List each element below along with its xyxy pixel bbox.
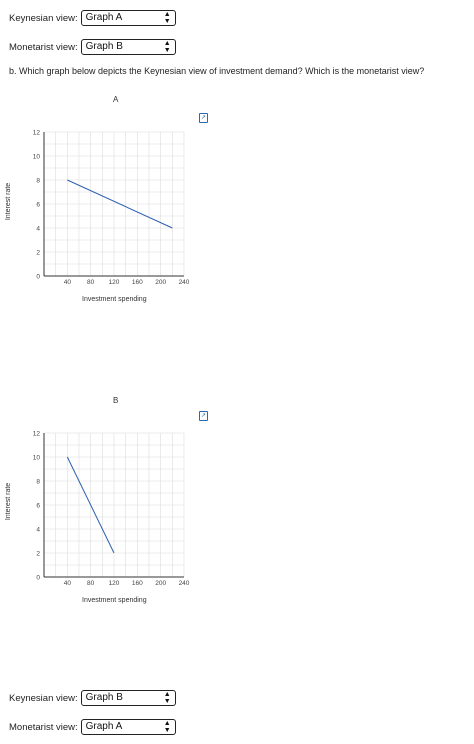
graph-b-y-tick-label: 6 <box>36 503 40 510</box>
graph-a-xlabel: Investment spending <box>82 296 147 303</box>
graph-b-y-tick-label: 8 <box>36 479 40 486</box>
graph-b-y-tick-label: 2 <box>36 551 40 558</box>
graph-a-x-tick-label: 200 <box>155 279 166 286</box>
graph-a-x-tick-label: 80 <box>87 279 95 286</box>
keynesian-label: Keynesian view: <box>9 692 78 704</box>
graph-a-title: A <box>113 95 119 104</box>
graph-b-xlabel: Investment spending <box>82 597 147 604</box>
expand-graph-icon[interactable]: ↗ <box>199 113 208 123</box>
monetarist-row-top: Monetarist view: Graph B ▲ ▼ <box>9 39 176 55</box>
graph-b-chart: 0 2 4 6 8 10 12 40 80 120 160 200 240 <box>33 431 190 588</box>
keynesian-select[interactable]: Graph A ▲ ▼ <box>80 10 176 26</box>
graph-a-x-tick-label: 40 <box>64 279 72 286</box>
graph-b-y-tick-label: 12 <box>33 431 41 438</box>
monetarist-select-value: Graph B <box>85 41 123 52</box>
graph-b-series-line <box>66 456 115 554</box>
graph-a-y-tick-label: 2 <box>36 250 40 257</box>
monetarist-select-value: Graph A <box>85 721 123 732</box>
graph-a-x-tick-label: 240 <box>179 279 190 286</box>
graph-a-x-tick-label: 120 <box>109 279 120 286</box>
select-arrows-icon: ▲ ▼ <box>163 11 171 25</box>
graph-a-ylabel: Interest rate <box>5 182 13 221</box>
graph-b-x-tick-label: 80 <box>87 580 95 587</box>
graph-a-y-tick-label: 4 <box>36 226 40 233</box>
select-arrows-icon: ▲ ▼ <box>163 720 171 734</box>
graph-b-y-tick-label: 10 <box>33 455 41 462</box>
graph-b-y-tick-label: 0 <box>36 575 40 582</box>
monetarist-row-bottom: Monetarist view: Graph A ▲ ▼ <box>9 719 176 735</box>
graph-b-ylabel: Interest rate <box>5 482 13 521</box>
keynesian-select-value: Graph B <box>85 692 123 703</box>
monetarist-label: Monetarist view: <box>9 41 78 53</box>
graph-a-x-tick-label: 160 <box>132 279 143 286</box>
graph-b-y-tick-label: 4 <box>36 527 40 534</box>
graph-b-x-tick-label: 40 <box>64 580 72 587</box>
select-arrows-icon: ▲ ▼ <box>163 40 171 54</box>
graph-a-y-tick-label: 0 <box>36 274 40 281</box>
graph-b-x-tick-label: 240 <box>179 580 190 587</box>
monetarist-select[interactable]: Graph A ▲ ▼ <box>80 719 176 735</box>
graph-b-title: B <box>113 396 119 405</box>
graph-b-x-tick-label: 160 <box>132 580 143 587</box>
keynesian-row-bottom: Keynesian view: Graph B ▲ ▼ <box>9 690 176 706</box>
keynesian-label: Keynesian view: <box>9 12 78 24</box>
keynesian-select-value: Graph A <box>85 12 123 23</box>
keynesian-row-top: Keynesian view: Graph A ▲ ▼ <box>9 10 176 26</box>
keynesian-select[interactable]: Graph B ▲ ▼ <box>80 690 176 706</box>
question-text: b. Which graph below depicts the Keynesi… <box>9 66 425 76</box>
graph-a-y-tick-label: 12 <box>33 130 41 137</box>
expand-graph-icon[interactable]: ↗ <box>199 411 208 421</box>
monetarist-label: Monetarist view: <box>9 721 78 733</box>
monetarist-select[interactable]: Graph B ▲ ▼ <box>80 39 176 55</box>
graph-a-chart: 0 2 4 6 8 10 12 40 80 120 160 200 240 <box>33 130 190 287</box>
graph-a-y-tick-label: 8 <box>36 178 40 185</box>
graph-b-x-tick-label: 200 <box>155 580 166 587</box>
select-arrows-icon: ▲ ▼ <box>163 691 171 705</box>
graph-b-x-tick-label: 120 <box>109 580 120 587</box>
graph-a-y-tick-label: 6 <box>36 202 40 209</box>
graph-a-series-line <box>67 179 173 229</box>
graph-a-y-tick-label: 10 <box>33 154 41 161</box>
